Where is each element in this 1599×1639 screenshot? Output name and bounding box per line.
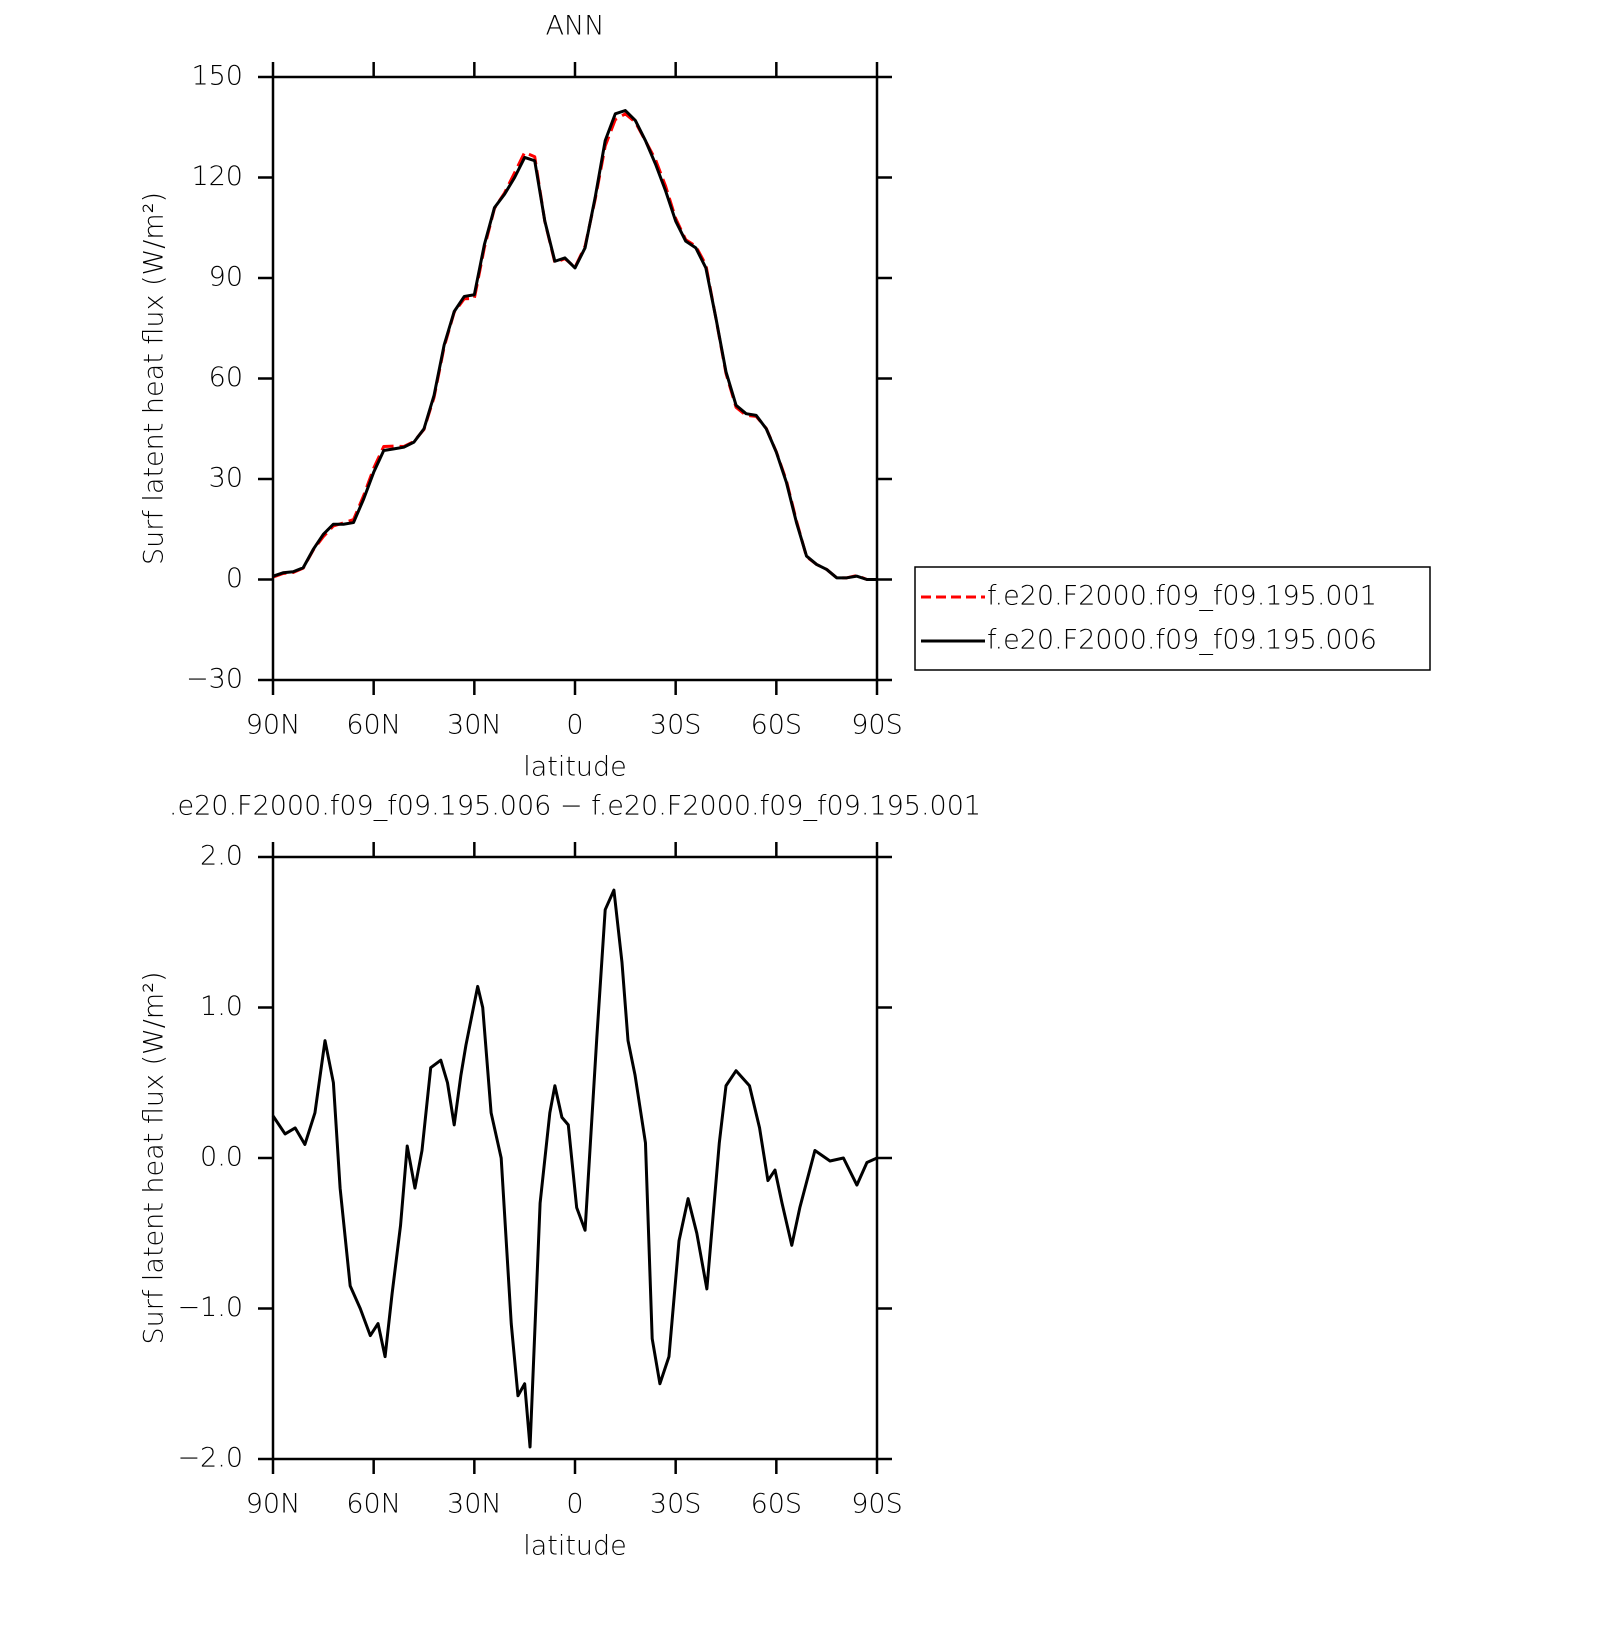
legend-box	[914, 566, 1431, 671]
data-line	[272, 109, 877, 581]
chart-title: ANN	[546, 11, 605, 42]
legend-label: f.e20.F2000.f09_f09.195.001	[987, 581, 1377, 612]
y-tick-label: 90	[209, 262, 243, 293]
x-axis-label: latitude	[523, 752, 627, 783]
y-tick-label: 150	[191, 61, 243, 92]
x-tick-label: 30S	[650, 1489, 702, 1520]
plot-frame	[271, 855, 879, 1461]
x-tick-label: 60N	[346, 710, 401, 741]
y-tick-label: 2.0	[200, 841, 243, 872]
x-tick-label: 30N	[447, 1489, 502, 1520]
data-line	[272, 112, 877, 581]
y-axis-label: Surf latent heat flux (W/m²)	[139, 971, 170, 1344]
x-tick-label: 60S	[751, 710, 803, 741]
y-tick-label: 60	[209, 362, 243, 393]
x-tick-label: 90S	[851, 1489, 903, 1520]
x-tick-label: 30N	[447, 710, 502, 741]
y-tick-label: 120	[191, 161, 243, 192]
x-tick-label: 30S	[650, 710, 702, 741]
plot-frame	[271, 75, 879, 682]
y-tick-label: −2.0	[177, 1443, 243, 1474]
x-tick-label: 90S	[851, 710, 903, 741]
y-tick-label: 30	[209, 463, 243, 494]
y-tick-label: 0.0	[200, 1142, 243, 1173]
x-tick-label: 0	[566, 1489, 583, 1520]
y-tick-label: 1.0	[200, 991, 243, 1022]
x-tick-label: 0	[566, 710, 583, 741]
y-axis-label: Surf latent heat flux (W/m²)	[139, 192, 170, 565]
x-tick-label: 60S	[751, 1489, 803, 1520]
x-axis-label: latitude	[523, 1531, 627, 1562]
x-tick-label: 90N	[246, 1489, 301, 1520]
legend-label: f.e20.F2000.f09_f09.195.006	[987, 625, 1377, 656]
data-line	[271, 888, 878, 1449]
y-tick-label: 0	[226, 563, 243, 594]
y-tick-label: −30	[186, 664, 243, 695]
x-tick-label: 60N	[346, 1489, 401, 1520]
chart-title: .e20.F2000.f09_f09.195.006 − f.e20.F2000…	[169, 791, 981, 822]
x-tick-label: 90N	[246, 710, 301, 741]
y-tick-label: −1.0	[177, 1292, 243, 1323]
